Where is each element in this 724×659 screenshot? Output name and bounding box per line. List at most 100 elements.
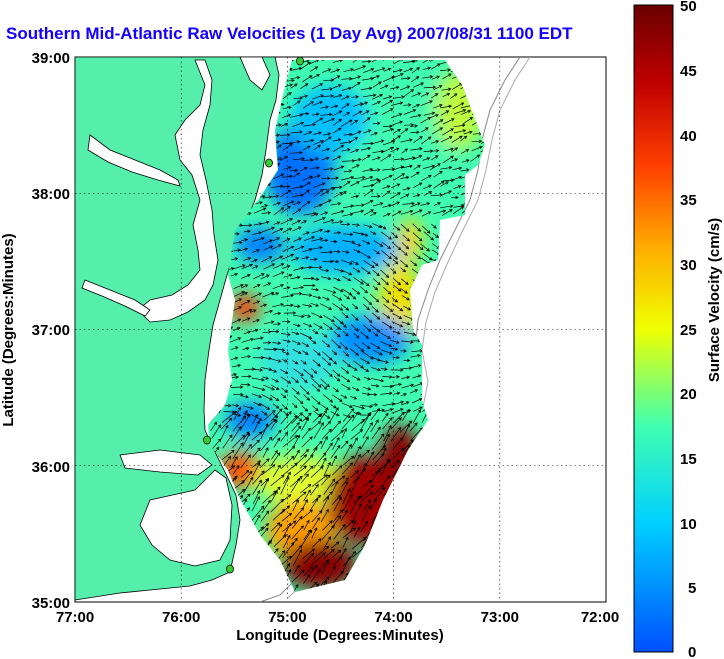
velocity-vector <box>303 519 310 531</box>
velocity-vector <box>282 174 293 179</box>
velocity-vector <box>342 493 353 512</box>
velocity-vector <box>270 419 278 430</box>
delaware-bay <box>239 57 271 91</box>
velocity-vector <box>311 510 323 523</box>
velocity-vector <box>402 408 410 421</box>
velocity-vector <box>331 455 337 466</box>
radar-stations <box>203 57 304 574</box>
velocity-vector <box>283 273 293 278</box>
velocity-vector <box>280 556 292 566</box>
velocity-vector <box>271 227 284 234</box>
velocity-vector <box>362 93 377 98</box>
velocity-vector <box>303 283 316 288</box>
velocity-vector <box>303 101 314 109</box>
velocity-vector <box>332 303 344 311</box>
velocity-vector <box>323 315 335 323</box>
velocity-vector <box>400 278 409 285</box>
velocity-vector <box>351 418 366 432</box>
velocity-vector <box>430 93 439 99</box>
velocity-vector <box>342 455 355 466</box>
velocity-vector <box>322 296 330 301</box>
velocity-vector <box>310 420 322 430</box>
velocity-vector <box>452 166 463 170</box>
velocity-vector <box>293 314 305 319</box>
velocity-vector <box>222 455 232 467</box>
velocity-vector <box>292 434 301 448</box>
velocity-vector <box>262 226 275 233</box>
velocity-vector <box>250 292 262 299</box>
velocity-vector <box>221 410 238 423</box>
velocity-vector <box>303 465 314 476</box>
velocity-vector <box>339 342 349 350</box>
velocity-vector <box>220 417 233 430</box>
velocity-vector <box>342 240 356 244</box>
velocity-vector <box>280 431 289 442</box>
velocity-vector <box>352 60 361 63</box>
velocity-vector <box>341 427 347 439</box>
velocity-vector <box>442 118 455 125</box>
velocity-vector <box>300 359 307 365</box>
velocity-vector <box>302 322 313 328</box>
velocity-vector <box>342 527 357 539</box>
velocity-vector <box>382 185 391 189</box>
velocity-vector <box>231 425 242 442</box>
velocity-vector <box>380 341 393 348</box>
velocity-vector <box>261 256 273 263</box>
velocity-vector <box>291 525 304 540</box>
velocity-vector <box>443 147 454 152</box>
velocity-vector <box>392 95 405 99</box>
velocity-vector <box>272 341 282 345</box>
velocity-vector <box>291 569 305 583</box>
velocity-vector <box>313 144 321 151</box>
velocity-vector <box>243 257 252 261</box>
velocity-vector <box>260 274 270 280</box>
velocity-vector <box>330 541 340 549</box>
velocity-vector <box>361 60 372 64</box>
velocity-vector <box>412 409 421 424</box>
velocity-vector <box>333 375 341 382</box>
velocity-vector <box>372 467 382 476</box>
velocity-vector <box>260 510 270 522</box>
velocity-vector <box>391 183 401 189</box>
velocity-vector <box>372 452 385 467</box>
velocity-vector <box>353 360 364 369</box>
velocity-vector <box>263 245 274 251</box>
velocity-vector <box>421 225 431 234</box>
velocity-vector <box>391 321 404 328</box>
velocity-vector <box>332 509 344 523</box>
velocity-vector <box>350 366 358 371</box>
velocity-vector <box>353 332 360 339</box>
x-tick-label: 72:00 <box>581 609 619 626</box>
velocity-vector <box>401 321 411 326</box>
velocity-vector <box>241 300 251 306</box>
y-tick-label: 39:00 <box>32 50 70 67</box>
velocity-vector <box>381 321 393 329</box>
radar-station <box>265 158 273 168</box>
chesapeake-bay <box>137 59 219 323</box>
velocity-vector <box>363 224 373 229</box>
velocity-vector <box>281 358 288 363</box>
velocity-vector <box>462 116 474 125</box>
velocity-vector <box>412 374 422 379</box>
velocity-vector <box>250 439 260 449</box>
velocity-vector <box>313 117 324 124</box>
velocity-vector <box>369 293 380 303</box>
james-river <box>81 279 151 317</box>
velocity-vector <box>263 384 275 391</box>
velocity-vector <box>309 66 319 72</box>
velocity-vector <box>441 190 453 196</box>
velocity-vector <box>321 428 332 440</box>
velocity-vector <box>340 547 347 558</box>
velocity-vector <box>330 202 342 206</box>
velocity-vector <box>303 236 315 242</box>
velocity-vector <box>340 440 349 450</box>
velocity-vector <box>291 422 300 432</box>
velocity-vector <box>303 131 313 136</box>
velocity-vector <box>350 470 360 479</box>
velocity-vector <box>282 200 295 207</box>
velocity-vector <box>261 499 271 514</box>
velocity-vector <box>321 474 331 486</box>
velocity-vector <box>311 383 321 392</box>
velocity-vector <box>349 348 360 356</box>
velocity-vector <box>301 436 313 448</box>
